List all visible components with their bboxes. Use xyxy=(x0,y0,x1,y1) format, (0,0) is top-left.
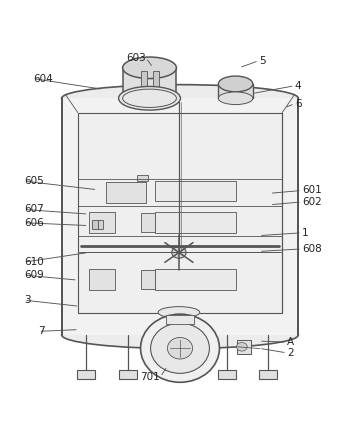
Ellipse shape xyxy=(62,321,298,349)
Text: 610: 610 xyxy=(24,257,44,267)
Text: 604: 604 xyxy=(33,74,53,83)
Ellipse shape xyxy=(62,85,298,112)
Bar xyxy=(140,270,155,289)
Text: 6: 6 xyxy=(295,99,301,109)
Ellipse shape xyxy=(237,342,247,351)
Bar xyxy=(218,370,235,379)
Bar xyxy=(219,84,253,98)
Ellipse shape xyxy=(123,89,176,107)
Ellipse shape xyxy=(140,314,220,382)
Ellipse shape xyxy=(219,92,253,105)
Text: 602: 602 xyxy=(302,197,322,207)
Text: 1: 1 xyxy=(302,228,309,238)
Bar xyxy=(153,71,159,94)
Bar xyxy=(77,370,95,379)
Text: 606: 606 xyxy=(24,218,44,228)
Text: 2: 2 xyxy=(287,348,293,358)
Text: 608: 608 xyxy=(302,244,322,254)
Bar xyxy=(98,220,103,229)
Text: 4: 4 xyxy=(295,81,301,91)
Ellipse shape xyxy=(150,323,210,373)
Text: 701: 701 xyxy=(140,372,160,382)
Ellipse shape xyxy=(219,76,253,92)
Ellipse shape xyxy=(123,57,176,79)
Text: 603: 603 xyxy=(126,53,146,63)
Ellipse shape xyxy=(167,337,193,359)
Text: 7: 7 xyxy=(39,326,45,337)
Bar xyxy=(62,98,298,335)
Bar xyxy=(78,113,282,313)
Text: 3: 3 xyxy=(24,295,31,305)
Bar xyxy=(155,269,235,290)
Bar xyxy=(107,182,146,203)
Bar xyxy=(259,370,277,379)
Text: 607: 607 xyxy=(24,204,44,214)
Ellipse shape xyxy=(158,307,200,318)
Text: A: A xyxy=(287,337,294,347)
Bar xyxy=(89,212,116,234)
Bar xyxy=(166,315,194,325)
Text: 601: 601 xyxy=(302,186,322,195)
Ellipse shape xyxy=(123,89,176,107)
Bar xyxy=(119,370,137,379)
Bar xyxy=(123,68,176,98)
Bar xyxy=(137,174,148,181)
Text: 5: 5 xyxy=(259,56,266,66)
Bar xyxy=(237,340,251,354)
Text: 609: 609 xyxy=(24,270,44,280)
Bar xyxy=(155,212,235,234)
Ellipse shape xyxy=(172,247,186,258)
Ellipse shape xyxy=(118,87,180,110)
Bar xyxy=(92,220,98,229)
Bar xyxy=(140,71,147,94)
Bar xyxy=(140,213,155,232)
Text: 605: 605 xyxy=(24,176,44,186)
Bar xyxy=(89,269,116,290)
Bar xyxy=(155,182,235,201)
